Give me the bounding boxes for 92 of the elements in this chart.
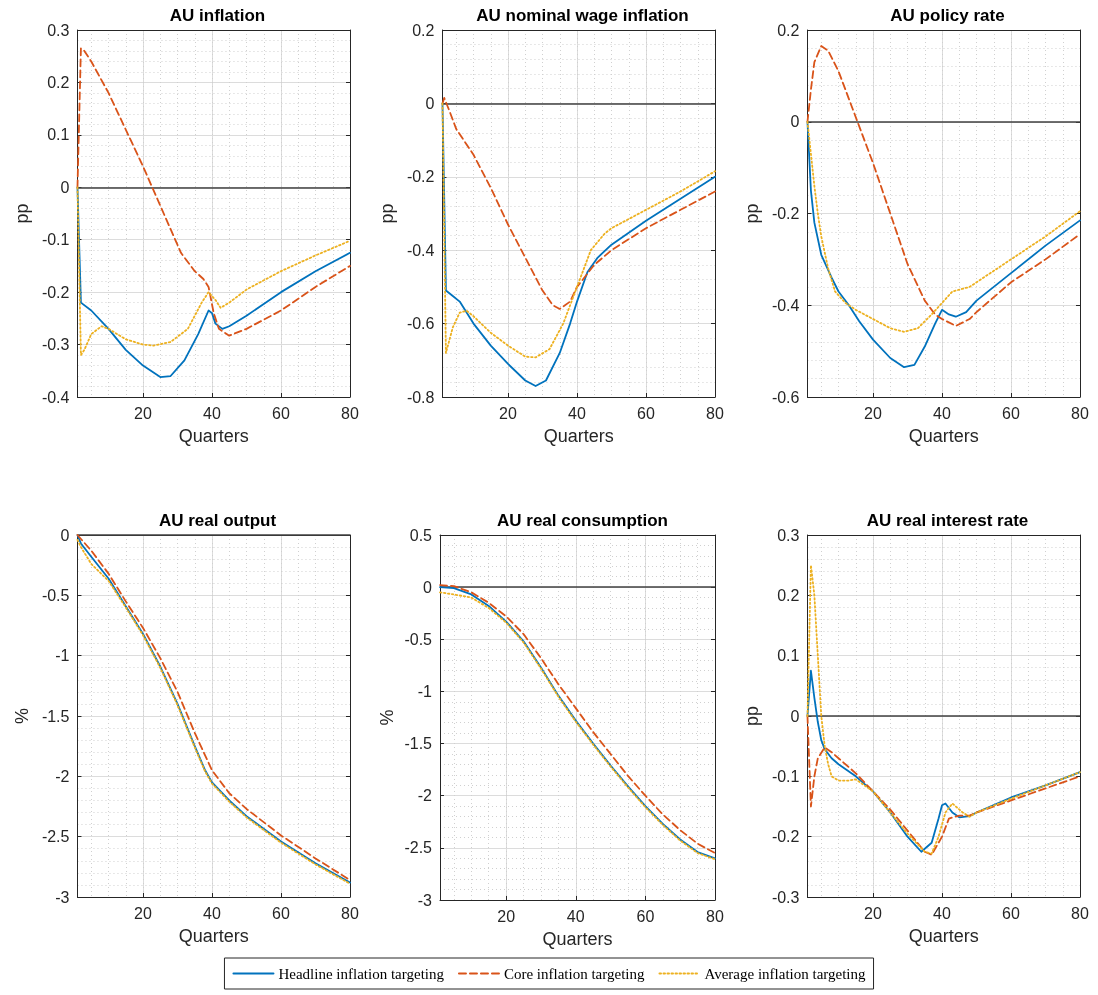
x-tick-label: 80: [706, 404, 724, 422]
x-tick-label: 80: [341, 404, 359, 422]
y-tick-label: -0.1: [771, 767, 800, 785]
y-tick-label: -0.2: [41, 283, 70, 301]
y-tick-label: -0.2: [406, 168, 435, 186]
y-tick-label: 0.2: [777, 586, 800, 604]
x-tick-label: 40: [933, 404, 952, 422]
y-axis-title: pp: [742, 705, 762, 727]
line-series: [806, 564, 1081, 855]
x-tick-label: 80: [706, 907, 724, 925]
y-tick-label: -0.1: [41, 231, 70, 249]
y-tick-label: -0.3: [771, 888, 800, 906]
y-tick-label: 0: [790, 707, 800, 725]
x-tick-label: 80: [1071, 404, 1089, 422]
y-tick-label: -0.8: [406, 388, 435, 406]
y-tick-label: -1.5: [404, 735, 433, 753]
y-tick-label: 0.5: [409, 526, 433, 544]
x-tick-label: 40: [933, 904, 952, 922]
x-tick-label: 80: [341, 904, 359, 922]
chart-title: AU inflation: [169, 6, 266, 25]
x-tick-label: 60: [1002, 404, 1021, 422]
x-axis-title: Quarters: [908, 926, 979, 946]
y-tick-label: -0.3: [41, 336, 70, 354]
y-tick-label: -3: [55, 888, 70, 906]
y-tick-label: -0.2: [771, 828, 800, 846]
chart-title: AU real consumption: [497, 511, 668, 530]
y-tick-label: 0.1: [777, 647, 800, 665]
x-tick-label: 60: [637, 404, 656, 422]
y-tick-label: -0.5: [41, 586, 70, 604]
y-tick-label: 0: [60, 178, 70, 196]
chart-title: AU policy rate: [890, 6, 1005, 25]
line-series: [441, 97, 716, 310]
legend-label: Headline inflation targeting: [278, 965, 445, 982]
y-tick-label: -2: [55, 767, 70, 785]
chart-title: AU real interest rate: [866, 511, 1029, 530]
line-series: [806, 45, 1081, 327]
legend-label: Average inflation targeting: [704, 965, 867, 982]
x-tick-label: 40: [203, 904, 222, 922]
x-tick-label: 60: [272, 904, 291, 922]
y-tick-label: 0.1: [47, 126, 70, 144]
y-tick-label: -1: [417, 682, 433, 700]
y-tick-label: -2.5: [41, 828, 70, 846]
y-tick-label: 0.2: [47, 73, 70, 91]
x-tick-label: 20: [497, 907, 516, 925]
y-tick-label: 0.3: [777, 526, 800, 544]
x-tick-label: 40: [566, 907, 585, 925]
y-tick-label: 0: [423, 578, 433, 596]
line-series: [76, 47, 351, 337]
x-axis-title: Quarters: [543, 426, 614, 446]
y-tick-label: -0.4: [406, 241, 435, 259]
y-tick-label: -0.5: [404, 630, 433, 648]
x-tick-label: 20: [864, 904, 883, 922]
y-tick-label: 0.2: [412, 21, 435, 39]
x-tick-label: 40: [203, 404, 222, 422]
x-axis-title: Quarters: [178, 426, 249, 446]
x-tick-label: 60: [272, 404, 291, 422]
chart-title: AU real output: [158, 511, 277, 530]
y-axis-title: pp: [377, 203, 397, 224]
y-tick-label: -0.4: [771, 296, 800, 314]
y-tick-label: -0.6: [406, 315, 435, 333]
y-tick-label: -2.5: [404, 839, 433, 857]
y-tick-label: 0: [60, 526, 70, 544]
y-tick-label: 0.2: [777, 21, 800, 39]
y-tick-label: 0.3: [47, 21, 70, 39]
y-tick-label: -0.6: [771, 388, 800, 406]
y-tick-label: -2: [417, 787, 433, 805]
y-tick-label: -3: [417, 891, 433, 909]
y-axis-title: %: [12, 707, 32, 725]
y-axis-title: %: [377, 709, 397, 726]
y-tick-label: -0.2: [771, 205, 800, 222]
x-axis-title: Quarters: [542, 929, 613, 949]
line-series: [806, 669, 1081, 853]
x-tick-label: 40: [568, 404, 587, 422]
legend-label: Core inflation targeting: [503, 965, 645, 982]
chart-title: AU nominal wage inflation: [476, 6, 689, 25]
y-tick-label: -1: [55, 647, 70, 665]
x-axis-title: Quarters: [178, 926, 249, 946]
x-tick-label: 20: [499, 404, 518, 422]
y-tick-label: -0.4: [41, 388, 70, 406]
x-tick-label: 60: [1002, 904, 1021, 922]
line-series: [806, 715, 1081, 856]
x-tick-label: 20: [864, 404, 883, 422]
y-tick-label: -1.5: [41, 707, 70, 725]
y-tick-label: 0: [425, 94, 435, 112]
y-tick-label: 0: [790, 113, 800, 131]
y-axis-title: pp: [742, 203, 762, 224]
x-tick-label: 60: [636, 907, 655, 925]
x-tick-label: 20: [134, 904, 153, 922]
y-axis-title: pp: [12, 203, 32, 224]
x-axis-title: Quarters: [908, 426, 979, 446]
x-tick-label: 20: [134, 404, 153, 422]
x-tick-label: 80: [1071, 904, 1089, 922]
